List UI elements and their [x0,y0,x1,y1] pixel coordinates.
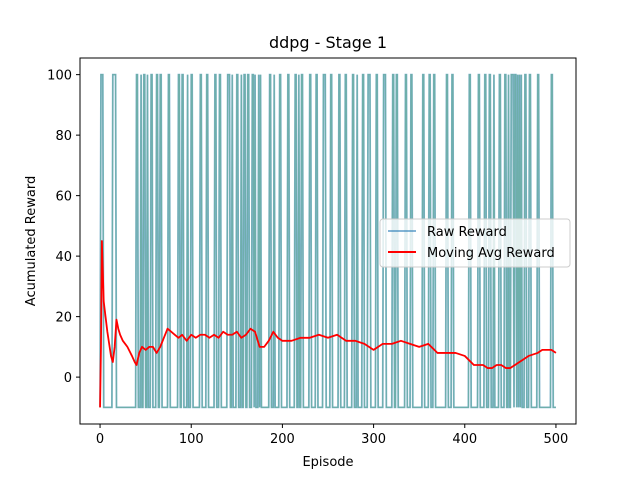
raw-reward-line [99,73,556,409]
x-axis: 0 100 200 300 400 500 [96,424,568,447]
raw-reward-line-tint [99,74,556,408]
x-tick-label: 400 [452,432,477,447]
plot-frame [79,57,577,425]
y-tick-label: 60 [55,190,72,205]
moving-avg-reward-line [99,240,557,408]
x-tick-label: 300 [361,432,386,447]
y-axis-label: Acumulated Reward [24,176,39,306]
plot-area [99,73,557,409]
y-tick-label: 40 [55,250,72,265]
raw-reward-series [99,73,556,409]
y-tick-label: 80 [55,129,72,144]
y-tick-label: 20 [55,311,72,326]
x-axis-label: Episode [302,455,353,470]
y-tick-label: 0 [64,371,72,386]
legend-label-raw-reward: Raw Reward [427,225,507,240]
legend-box [379,218,571,268]
y-axis: 0 20 40 60 80 100 [47,69,80,386]
x-tick-label: 0 [96,432,104,447]
legend: Raw Reward Moving Avg Reward [379,218,571,268]
y-tick-label: 100 [47,69,72,84]
legend-label-moving-avg-reward: Moving Avg Reward [427,246,555,261]
x-tick-label: 100 [179,432,204,447]
moving-avg-series [99,240,557,408]
x-tick-label: 200 [270,432,295,447]
chart-title: ddpg - Stage 1 [269,33,387,52]
x-tick-label: 500 [544,432,569,447]
